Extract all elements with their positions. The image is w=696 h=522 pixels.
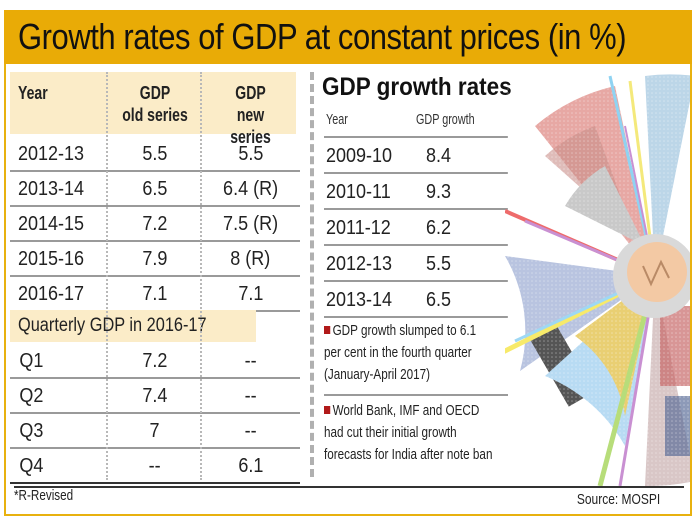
header-year: Year	[18, 83, 48, 103]
old-series-cell: 7.2	[142, 213, 168, 235]
note-line: World Bank, IMF and OECD	[324, 400, 511, 422]
growth-cell: 6.5	[426, 289, 452, 311]
economy-collage-image	[505, 66, 690, 486]
quarterly-row: Q3 7 --	[10, 414, 300, 449]
year-cell: 2010-11	[326, 181, 391, 203]
note-divider	[324, 394, 508, 396]
year-cell: 2013-14	[326, 289, 393, 311]
year-cell: 2013-14	[18, 178, 85, 200]
new-series-cell: 6.1	[237, 455, 264, 477]
header-gdp-growth: GDP growth	[416, 111, 475, 128]
bullet-note: World Bank, IMF and OECD had cut their in…	[324, 400, 511, 466]
new-series-cell: 7.5 (R)	[222, 213, 279, 235]
old-series-cell: 7.1	[142, 283, 168, 305]
old-series-cell: --	[148, 455, 161, 477]
table-row: 2012-13 5.5 5.5	[10, 136, 300, 172]
table-header: Year GDP old series GDP new series	[10, 72, 296, 147]
bullet-note: GDP growth slumped to 6.1 per cent in the…	[324, 320, 511, 386]
new-series-cell: 5.5	[237, 143, 264, 165]
quarter-cell: Q4	[19, 455, 44, 477]
gdp-series-table: Year GDP old series GDP new series 2012-…	[6, 64, 304, 484]
year-cell: 2011-12	[326, 217, 391, 239]
new-series-cell: --	[244, 385, 257, 407]
growth-row: 2011-12 6.2	[324, 208, 508, 244]
year-cell: 2012-13	[18, 143, 85, 165]
note-line: GDP growth slumped to 6.1	[324, 320, 511, 342]
quarter-cell: Q1	[19, 350, 44, 372]
year-cell: 2014-15	[18, 213, 85, 235]
growth-cell: 5.5	[426, 253, 452, 275]
note-line: forecasts for India after note ban	[324, 446, 493, 463]
year-cell: 2009-10	[326, 145, 393, 167]
coin-icon	[613, 234, 690, 318]
quarterly-header: Quarterly GDP in 2016-17	[10, 310, 256, 342]
year-cell: 2015-16	[18, 248, 85, 270]
table-row: 2014-15 7.2 7.5 (R)	[10, 206, 300, 242]
note-divider	[324, 316, 508, 318]
growth-cell: 6.2	[426, 217, 452, 239]
growth-row: 2010-11 9.3	[324, 172, 508, 208]
title-bar: Growth rates of GDP at constant prices (…	[4, 10, 692, 64]
footnote: *R-Revised	[14, 487, 74, 504]
header-year: Year	[326, 111, 348, 128]
quarter-cell: Q2	[19, 385, 44, 407]
quarterly-row: Q1 7.2 --	[10, 344, 300, 379]
old-series-cell: 6.5	[142, 178, 168, 200]
old-series-cell: 7.2	[142, 350, 168, 372]
growth-row: 2012-13 5.5	[324, 244, 508, 280]
year-cell: 2012-13	[326, 253, 393, 275]
new-series-cell: 6.4 (R)	[222, 178, 279, 200]
old-series-cell: 5.5	[142, 143, 168, 165]
growth-row: 2013-14 6.5	[324, 280, 508, 316]
growth-cell: 8.4	[426, 145, 452, 167]
column-divider	[106, 72, 108, 480]
old-series-cell: 7	[149, 420, 161, 442]
growth-cell: 9.3	[426, 181, 452, 203]
quarter-cell: Q3	[19, 420, 44, 442]
note-line: per cent in the fourth quarter	[324, 344, 472, 361]
column-divider	[200, 72, 202, 480]
year-cell: 2016-17	[18, 283, 85, 305]
infographic-title: Growth rates of GDP at constant prices (…	[18, 16, 627, 57]
growth-table-header: Year GDP growth	[326, 110, 510, 134]
table-row: 2015-16 7.9 8 (R)	[10, 241, 300, 277]
header-old-series: GDP old series	[122, 83, 188, 125]
table-row: 2016-17 7.1 7.1	[10, 276, 300, 312]
growth-row: 2009-10 8.4	[324, 136, 508, 172]
source-credit: Source: MOSPI	[576, 491, 660, 508]
new-series-cell: --	[244, 350, 257, 372]
growth-table-title: GDP growth rates	[322, 73, 512, 101]
bullet-square-icon	[324, 326, 331, 334]
section-divider	[310, 72, 314, 477]
note-line: had cut their initial growth	[324, 424, 457, 441]
bullet-square-icon	[324, 406, 331, 414]
bottom-rule	[14, 486, 684, 488]
new-series-cell: --	[244, 420, 257, 442]
old-series-cell: 7.4	[142, 385, 168, 407]
note-line: (January-April 2017)	[324, 366, 431, 383]
quarterly-row: Q4 -- 6.1	[10, 449, 300, 484]
header-new-series: GDP new series	[230, 83, 271, 147]
table-row: 2013-14 6.5 6.4 (R)	[10, 171, 300, 207]
old-series-cell: 7.9	[142, 248, 168, 270]
new-series-cell: 7.1	[237, 283, 264, 305]
new-series-cell: 8 (R)	[230, 248, 271, 270]
quarterly-row: Q2 7.4 --	[10, 379, 300, 414]
